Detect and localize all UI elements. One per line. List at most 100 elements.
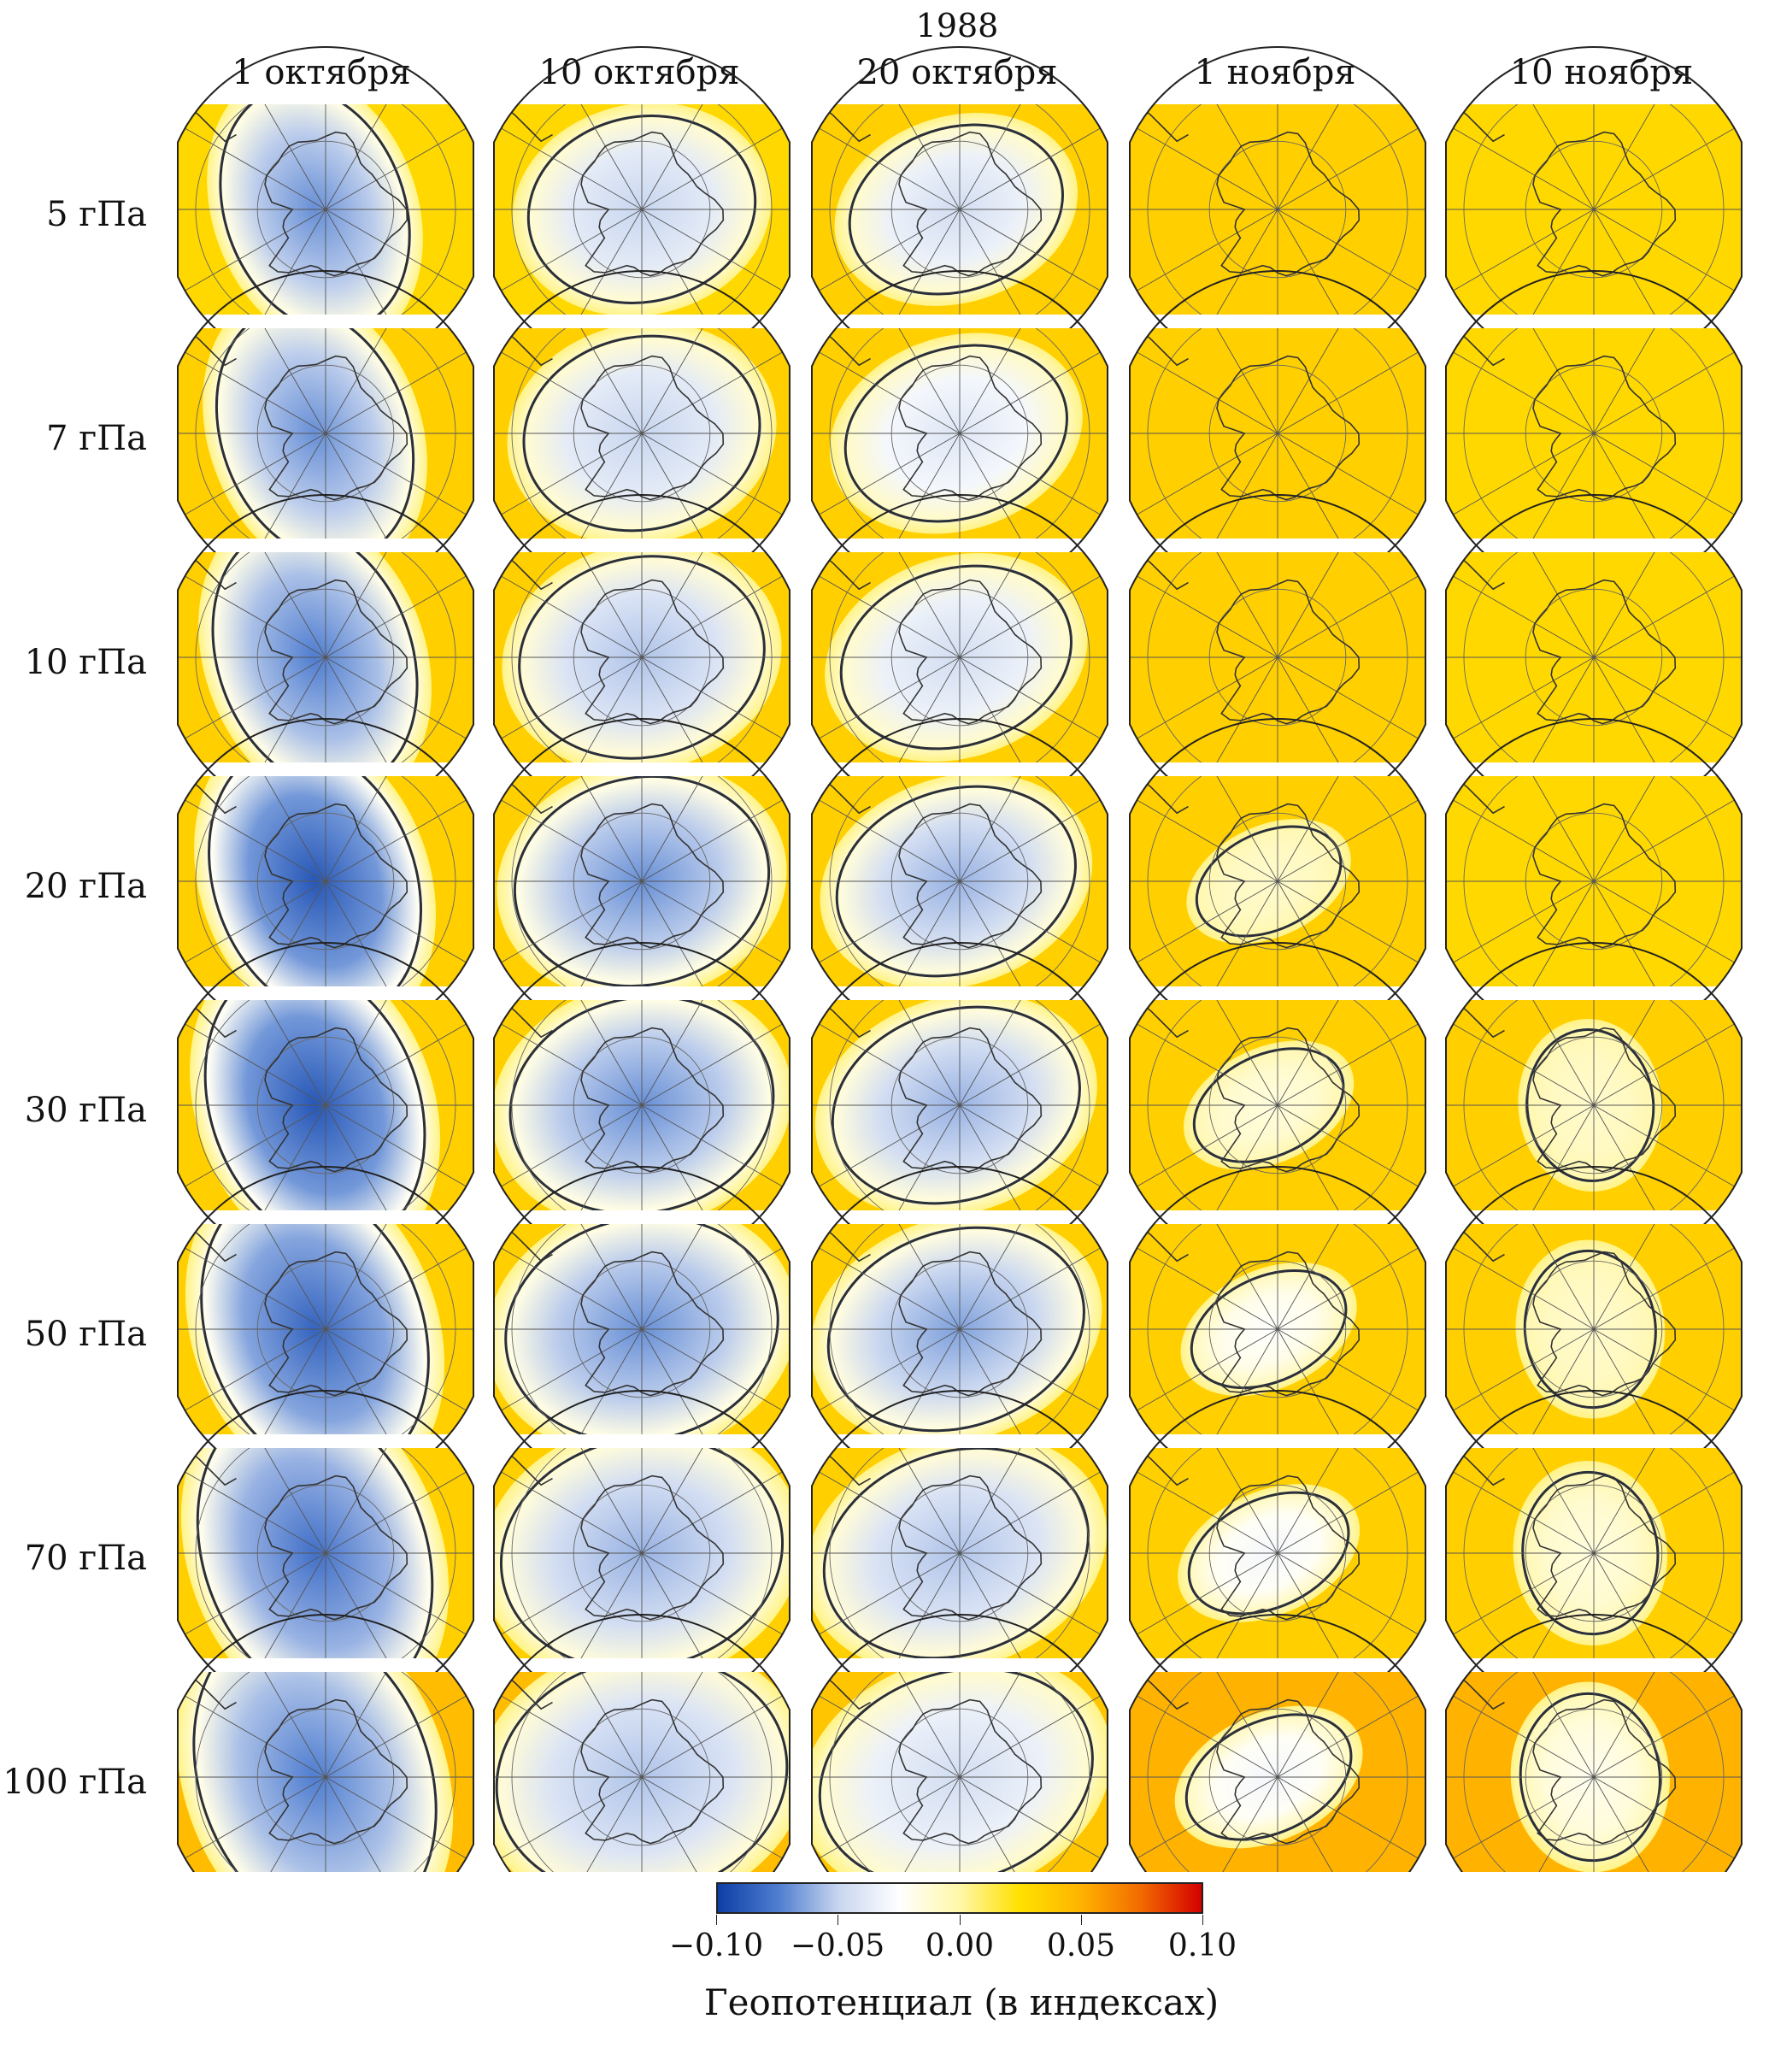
antarctica-coastline — [580, 1698, 725, 1845]
antarctica-coastline — [1532, 579, 1677, 725]
antarctica-coastline — [898, 131, 1043, 277]
polar-map-panel — [493, 1165, 790, 1493]
antarctica-coastline — [1532, 803, 1677, 949]
polar-map-panel — [1445, 46, 1743, 373]
antarctica-coastline — [1532, 131, 1677, 277]
colorbar-tick-label: 0.00 — [925, 1928, 995, 1963]
polar-map-panel — [811, 270, 1108, 597]
antarctica-coastline — [1216, 131, 1361, 277]
antarctica-coastline — [264, 1698, 408, 1845]
polar-map-panel — [1129, 718, 1426, 1045]
antarctica-coastline — [580, 131, 725, 277]
row-label-30hpa: 30 гПа — [24, 1091, 147, 1130]
vortex-contour — [203, 1000, 426, 1210]
polar-map-panel — [811, 941, 1108, 1269]
antarctica-coastline — [1216, 803, 1361, 949]
row-label-70hpa: 70 гПа — [24, 1539, 147, 1578]
column-label-nov-10: 10 ноября — [1509, 53, 1694, 92]
polar-map-panel — [1445, 494, 1743, 821]
polar-map-panel — [811, 494, 1108, 821]
antarctica-coastline — [264, 1251, 408, 1397]
antarctica-coastline — [580, 803, 725, 949]
vortex-contour — [848, 123, 1064, 296]
panel-border — [493, 1613, 790, 1872]
vortex-contour — [192, 1672, 438, 1872]
polar-map-panel — [1129, 1165, 1426, 1493]
polar-map-panel — [493, 1613, 790, 1872]
polar-map-panel — [811, 46, 1108, 373]
polar-map-panel — [1445, 941, 1743, 1269]
antarctica-coastline — [898, 579, 1043, 725]
polar-map-panel — [1445, 1389, 1743, 1717]
vortex-contour — [826, 1226, 1085, 1433]
antarctica-coastline — [264, 131, 408, 277]
polar-map-panel — [493, 941, 790, 1269]
polar-map-panel — [493, 1389, 790, 1717]
row-label-20hpa: 20 гПа — [24, 867, 147, 906]
antarctica-coastline — [898, 803, 1043, 949]
antarctica-coastline — [1532, 1475, 1677, 1621]
vortex-contour — [526, 115, 757, 304]
colorbar-tick — [837, 1915, 838, 1925]
antarctica-coastline — [898, 1698, 1043, 1845]
colorbar-tick — [1081, 1915, 1082, 1925]
antarctica-coastline — [1216, 1475, 1361, 1621]
antarctica-coastline — [264, 579, 408, 725]
antarctica-coastline — [1216, 579, 1361, 725]
antarctica-coastline — [898, 355, 1043, 501]
polar-map-panel — [1445, 718, 1743, 1045]
row-label-5hpa: 5 гПа — [46, 195, 147, 234]
polar-map-panel — [811, 718, 1108, 1045]
colorbar-title: Геопотенциал (в индексах) — [703, 1981, 1219, 2023]
colorbar — [716, 1882, 1203, 1914]
polar-map-panel — [1129, 1613, 1426, 1872]
polar-map-panel — [177, 1389, 474, 1717]
polar-map-panel — [1129, 46, 1426, 373]
vortex-contour — [1187, 1491, 1350, 1616]
antarctica-coastline — [580, 1475, 725, 1621]
panel-border — [811, 1613, 1108, 1872]
antarctica-coastline — [1216, 1251, 1361, 1397]
vortex-contour — [518, 555, 766, 760]
colorbar-tick — [716, 1915, 717, 1925]
vortex-contour — [1521, 1470, 1660, 1636]
polar-map-panel — [1445, 1165, 1743, 1493]
polar-map-panel — [811, 1389, 1108, 1717]
antarctica-coastline — [898, 1475, 1043, 1621]
vortex-contour — [522, 334, 761, 533]
polar-map-panel — [177, 941, 474, 1269]
colorbar-tick-label: 0.10 — [1167, 1928, 1237, 1963]
antarctica-coastline — [1216, 1027, 1361, 1173]
vortex-contour — [835, 785, 1077, 978]
polar-map-panel — [1129, 270, 1426, 597]
polar-map-panel — [493, 494, 790, 821]
polar-map-grid — [177, 46, 1743, 1872]
antarctica-coastline — [1532, 355, 1677, 501]
vortex-contour — [839, 564, 1073, 751]
antarctica-coastline — [264, 1027, 408, 1173]
polar-map-panel — [177, 494, 474, 821]
polar-map-panel — [1445, 1613, 1743, 1872]
antarctica-coastline — [1532, 1251, 1677, 1397]
polar-map-panel — [1445, 270, 1743, 597]
vortex-contour — [1519, 1692, 1661, 1863]
vortex-contour — [843, 344, 1068, 523]
vortex-contour — [1192, 1047, 1345, 1163]
vortex-contour — [499, 1448, 785, 1658]
antarctica-coastline — [1216, 355, 1361, 501]
column-label-nov-1: 1 ноября — [1194, 53, 1356, 92]
vortex-contour — [208, 776, 423, 986]
antarctica-coastline — [580, 1251, 725, 1397]
row-label-10hpa: 10 гПа — [24, 643, 147, 682]
vortex-contour — [508, 1000, 775, 1210]
antarctica-coastline — [898, 1027, 1043, 1173]
vortex-contour — [818, 1672, 1094, 1872]
vortex-contour — [200, 1224, 430, 1434]
polar-map-panel — [493, 46, 790, 373]
panel-border — [1445, 1613, 1743, 1872]
vortex-contour — [513, 776, 771, 986]
colorbar-tick — [1202, 1915, 1203, 1925]
antarctica-coastline — [580, 579, 725, 725]
colorbar-tick — [960, 1915, 961, 1925]
polar-map-panel — [1129, 494, 1426, 821]
